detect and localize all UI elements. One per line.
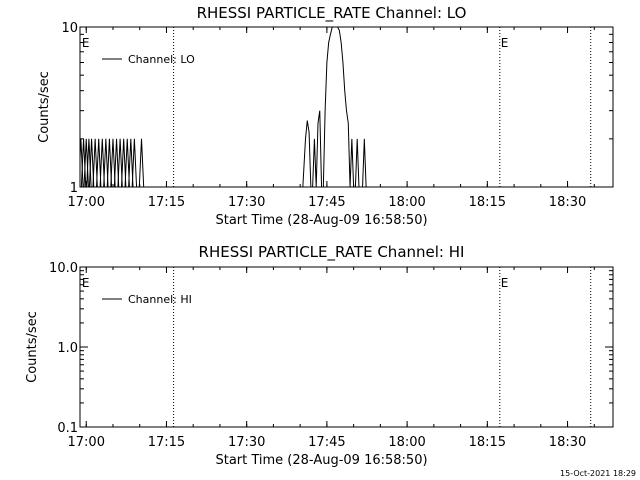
plot-frame [79, 266, 614, 428]
series-line [302, 27, 368, 187]
series-spike [88, 138, 95, 187]
y-tick-label: 1.0 [57, 341, 78, 356]
y-tick-label: 0.1 [57, 421, 78, 436]
x-tick-label: 18:30 [549, 195, 586, 210]
date-stamp: 15-Oct-2021 18:29 [560, 469, 636, 478]
event-marker-label: E [501, 276, 509, 290]
plot-frame [79, 26, 614, 188]
series-spike [96, 138, 102, 187]
y-axis-label: Counts/sec [37, 71, 52, 143]
x-tick-label: 18:00 [388, 435, 425, 450]
series-spike [138, 138, 145, 187]
series-spike [124, 138, 130, 187]
x-axis-label: Start Time (28-Aug-09 16:58:50) [215, 213, 427, 228]
x-tick-label: 17:45 [308, 435, 345, 450]
x-tick-label: 18:15 [469, 435, 506, 450]
event-marker-label: E [82, 36, 90, 50]
x-tick-label: 17:00 [68, 435, 105, 450]
x-tick-label: 17:30 [228, 435, 265, 450]
y-axis-label: Counts/sec [25, 311, 40, 383]
event-marker-label: E [501, 36, 509, 50]
x-tick-label: 17:30 [228, 195, 265, 210]
chart-title: RHESSI PARTICLE_RATE Channel: LO [197, 4, 467, 23]
series-spike [120, 138, 127, 187]
x-tick-label: 18:00 [388, 195, 425, 210]
x-tick-label: 17:15 [148, 435, 185, 450]
series-spike [103, 138, 109, 187]
series-spike [106, 138, 113, 187]
series-spike [99, 138, 105, 187]
series-spike [131, 138, 138, 187]
chart-title: RHESSI PARTICLE_RATE Channel: HI [199, 243, 465, 262]
series-spike [110, 138, 116, 187]
x-tick-label: 17:00 [68, 195, 105, 210]
series-spike [92, 138, 98, 187]
chart-panel-2: RHESSI PARTICLE_RATE Channel: HI Counts/s… [25, 243, 614, 468]
x-tick-label: 18:30 [549, 435, 586, 450]
series-spike [117, 138, 123, 187]
x-tick-label: 17:45 [308, 195, 345, 210]
series-spike [128, 138, 134, 187]
x-tick-label: 17:15 [148, 195, 185, 210]
event-marker-label: E [82, 276, 90, 290]
chart-panel-1: RHESSI PARTICLE_RATE Channel: LO Counts/s… [37, 4, 614, 228]
legend-label: Channel: HI [128, 293, 192, 306]
x-axis-label: Start Time (28-Aug-09 16:58:50) [215, 453, 427, 468]
y-tick-label: 1 [70, 181, 78, 196]
legend-label: Channel: LO [128, 53, 195, 66]
x-tick-label: 18:15 [469, 195, 506, 210]
y-tick-label: 10 [61, 21, 78, 36]
series-spike [113, 138, 120, 187]
y-tick-label: 10.0 [49, 261, 78, 276]
